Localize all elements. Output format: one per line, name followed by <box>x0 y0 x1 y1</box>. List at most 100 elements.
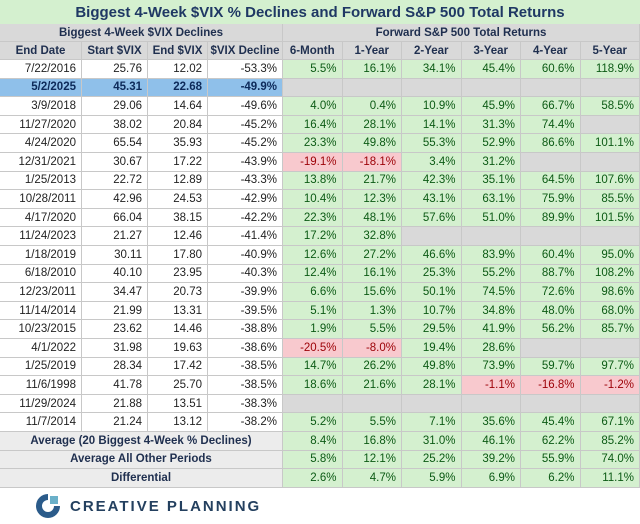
return-value: 83.9% <box>461 246 521 265</box>
return-value: 14.7% <box>283 357 343 377</box>
vix-value: 19.63 <box>148 339 208 358</box>
return-value: 74.4% <box>521 115 581 135</box>
return-value: 101.5% <box>580 208 640 228</box>
return-value: 28.1% <box>402 376 462 395</box>
column-header: 1-Year <box>342 42 402 60</box>
column-header: 3-Year <box>461 42 521 60</box>
return-value: 73.9% <box>461 357 521 377</box>
summary-value: 8.4% <box>283 432 343 451</box>
vix-value: 30.11 <box>82 246 148 265</box>
summary-label: Differential <box>0 469 283 488</box>
column-header: 2-Year <box>402 42 462 60</box>
group-header: Forward S&P 500 Total Returns <box>283 24 640 42</box>
title: Biggest 4-Week $VIX % Declines and Forwa… <box>0 0 640 25</box>
vix-value: -42.2% <box>208 208 283 228</box>
end-date: 10/28/2011 <box>0 190 82 209</box>
vix-value: 22.68 <box>148 78 208 98</box>
empty-cell <box>521 153 581 172</box>
empty-cell <box>521 339 581 358</box>
summary-value: 55.9% <box>521 450 581 469</box>
vix-value: 41.78 <box>82 376 148 395</box>
return-value: 16.1% <box>342 60 402 79</box>
return-value: 55.2% <box>461 264 521 284</box>
summary-value: 12.1% <box>342 450 402 469</box>
empty-cell <box>521 78 581 98</box>
end-date: 11/6/1998 <box>0 376 82 395</box>
return-value: 12.4% <box>283 264 343 284</box>
column-header: Start $VIX <box>82 42 148 60</box>
vix-value: -39.5% <box>208 301 283 321</box>
logo-icon <box>36 494 60 518</box>
return-value: 15.6% <box>342 283 402 302</box>
return-value: 12.6% <box>283 246 343 265</box>
return-value: 35.6% <box>461 413 521 432</box>
end-date: 4/1/2022 <box>0 339 82 358</box>
vix-value: -38.2% <box>208 413 283 432</box>
vix-value: -41.4% <box>208 227 283 246</box>
vix-value: 23.62 <box>82 320 148 339</box>
return-value: 57.6% <box>402 208 462 228</box>
empty-cell <box>580 78 640 98</box>
return-value: 5.2% <box>283 413 343 432</box>
return-value: -18.1% <box>342 153 402 172</box>
return-value: 55.3% <box>402 134 462 153</box>
column-header: End $VIX <box>148 42 208 60</box>
summary-value: 31.0% <box>402 432 462 451</box>
return-value: 5.5% <box>342 413 402 432</box>
vix-value: 28.34 <box>82 357 148 377</box>
vix-value: 17.42 <box>148 357 208 377</box>
return-value: 3.4% <box>402 153 462 172</box>
vix-value: 65.54 <box>82 134 148 153</box>
summary-value: 39.2% <box>461 450 521 469</box>
return-value: 0.4% <box>342 97 402 116</box>
vix-value: 25.76 <box>82 60 148 79</box>
vix-value: -38.3% <box>208 394 283 414</box>
end-date: 4/24/2020 <box>0 134 82 153</box>
end-date: 11/27/2020 <box>0 115 82 135</box>
vix-value: 34.47 <box>82 283 148 302</box>
return-value: 75.9% <box>521 190 581 209</box>
summary-value: 6.9% <box>461 469 521 488</box>
end-date: 12/23/2011 <box>0 283 82 302</box>
vix-value: 14.46 <box>148 320 208 339</box>
return-value: -19.1% <box>283 153 343 172</box>
return-value: 10.4% <box>283 190 343 209</box>
empty-cell <box>461 78 521 98</box>
return-value: 85.7% <box>580 320 640 339</box>
empty-cell <box>283 394 343 414</box>
end-date: 3/9/2018 <box>0 97 82 116</box>
vix-value: 35.93 <box>148 134 208 153</box>
return-value: 32.8% <box>342 227 402 246</box>
vix-value: 13.51 <box>148 394 208 414</box>
end-date: 7/22/2016 <box>0 60 82 79</box>
vix-value: 20.84 <box>148 115 208 135</box>
column-header: End Date <box>0 42 82 60</box>
return-value: 21.6% <box>342 376 402 395</box>
footer: CREATIVE PLANNING <box>0 488 640 524</box>
end-date: 1/25/2013 <box>0 171 82 191</box>
return-value: 10.9% <box>402 97 462 116</box>
vix-value: 21.88 <box>82 394 148 414</box>
return-value: 118.9% <box>580 60 640 79</box>
end-date: 6/18/2010 <box>0 264 82 284</box>
empty-cell <box>402 394 462 414</box>
return-value: 23.3% <box>283 134 343 153</box>
return-value: 72.6% <box>521 283 581 302</box>
summary-value: 74.0% <box>580 450 640 469</box>
vix-value: 12.02 <box>148 60 208 79</box>
return-value: 1.9% <box>283 320 343 339</box>
summary-value: 16.8% <box>342 432 402 451</box>
empty-cell <box>580 153 640 172</box>
return-value: 51.0% <box>461 208 521 228</box>
end-date: 4/17/2020 <box>0 208 82 228</box>
return-value: 45.4% <box>461 60 521 79</box>
end-date: 1/18/2019 <box>0 246 82 265</box>
vix-value: 31.98 <box>82 339 148 358</box>
return-value: 28.1% <box>342 115 402 135</box>
return-value: 74.5% <box>461 283 521 302</box>
return-value: -1.1% <box>461 376 521 395</box>
return-value: 16.4% <box>283 115 343 135</box>
summary-value: 2.6% <box>283 469 343 488</box>
return-value: 56.2% <box>521 320 581 339</box>
